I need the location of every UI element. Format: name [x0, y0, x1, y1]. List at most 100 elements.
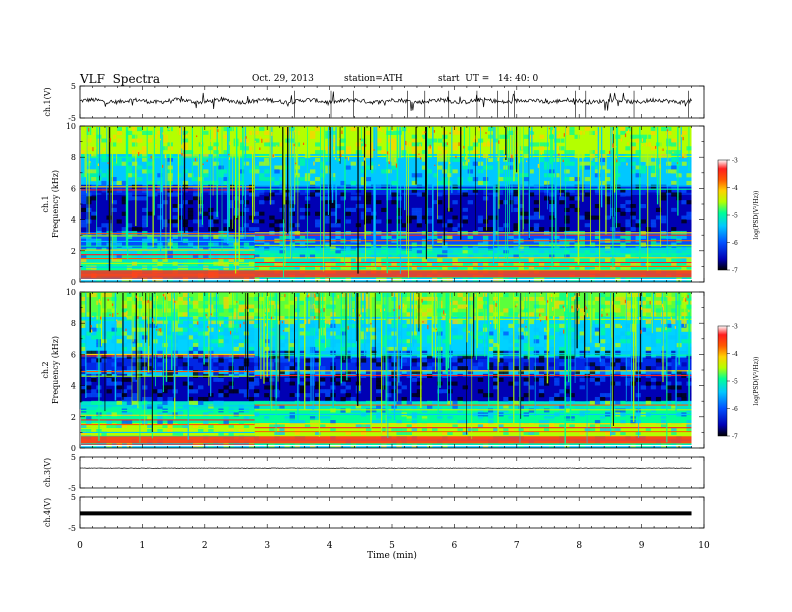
spec-cell — [345, 308, 351, 313]
spec-cell — [325, 431, 331, 436]
spec-cell — [248, 335, 255, 340]
spec-cell — [320, 366, 326, 371]
spec-cell — [81, 319, 87, 325]
date-label: Oct. 29, 2013 — [252, 74, 314, 84]
spec-cell — [218, 339, 224, 344]
spec-cell — [147, 427, 153, 432]
spec-cell — [167, 293, 173, 298]
spec-cell — [350, 358, 357, 363]
spec-cell — [599, 370, 606, 375]
spec-cell — [162, 200, 168, 205]
spec-cell — [91, 354, 97, 359]
spec-cell — [340, 180, 346, 186]
spec-cell — [523, 381, 530, 386]
spec-cell — [493, 404, 499, 409]
spec-cell — [223, 420, 229, 425]
spec-cell — [386, 200, 392, 205]
spec-cell — [365, 207, 372, 212]
spec-cell — [121, 211, 128, 216]
spec-cell — [681, 242, 687, 247]
spec-cell — [198, 400, 204, 405]
spec-cell — [549, 370, 555, 375]
spec-cell — [391, 423, 397, 429]
spec-cell — [630, 184, 636, 189]
spec-cell — [406, 219, 412, 224]
spec-speckle — [383, 308, 386, 311]
spec-cell — [477, 261, 484, 266]
spec-cell — [238, 150, 245, 155]
spec-cell — [304, 358, 311, 363]
spec-cell — [116, 400, 123, 405]
spec-cell — [640, 157, 647, 162]
spec-cell — [345, 408, 351, 413]
spec-cell — [538, 227, 545, 232]
spec-speckle — [539, 293, 542, 296]
spec-cell — [228, 327, 234, 332]
spec-cell — [625, 227, 631, 232]
spec-cell — [289, 420, 295, 425]
spec-cell — [126, 246, 133, 251]
spec-cell — [620, 316, 626, 321]
spec-cell — [447, 219, 453, 224]
spec-cell — [147, 211, 153, 216]
spec-cell — [264, 204, 270, 209]
spec-cell — [248, 316, 255, 321]
spec-cell — [437, 196, 443, 201]
spec-cell — [610, 312, 616, 317]
spec-cell — [101, 180, 107, 186]
spec-cell — [86, 381, 92, 386]
spec-cell — [610, 427, 616, 432]
spec-cell — [355, 293, 362, 298]
spec-cell — [666, 293, 672, 298]
spec-cell — [152, 423, 158, 429]
spec-cell — [136, 138, 143, 143]
spec-cell — [493, 385, 499, 390]
spec-cell — [299, 293, 306, 298]
spec-cell — [671, 335, 677, 340]
spec-cell — [411, 127, 418, 132]
spec-cell — [513, 354, 519, 359]
spec-cell — [666, 362, 672, 367]
spec-cell — [579, 396, 585, 402]
spec-speckle — [378, 164, 380, 166]
spec-cell — [498, 423, 504, 429]
spec-cell — [426, 323, 433, 328]
spec-cell — [96, 188, 102, 193]
spec-cell — [350, 250, 357, 255]
spec-cell — [645, 142, 652, 147]
spec-cell — [96, 173, 102, 178]
spec-cell — [666, 327, 672, 332]
spec-cell — [605, 423, 611, 429]
spec-cell — [335, 319, 341, 325]
spec-cell — [660, 157, 667, 162]
spec-cell — [177, 319, 184, 325]
spec-cell — [625, 215, 631, 220]
spec-cell — [564, 242, 570, 247]
spec-speckle — [293, 143, 295, 147]
spec-cell — [269, 254, 275, 259]
spec-cell — [574, 130, 580, 135]
spec-cell — [401, 346, 407, 352]
spec-cell — [386, 130, 392, 135]
spec-cell — [81, 308, 87, 313]
spec-cell — [482, 296, 489, 301]
spec-cell — [259, 335, 265, 340]
spec-cell — [640, 327, 647, 332]
spec-cell — [86, 385, 92, 390]
spec-cell — [615, 196, 621, 201]
spec-cell — [274, 188, 280, 193]
spec-cell — [452, 354, 458, 359]
spec-cell — [681, 423, 687, 429]
spec-speckle — [109, 138, 111, 143]
spec-cell — [396, 254, 402, 259]
spec-cell — [635, 134, 641, 139]
spec-cell — [106, 377, 112, 382]
spec-cell — [238, 354, 245, 359]
spec-cell — [452, 184, 458, 189]
spec-cell — [365, 150, 372, 155]
spec-cell — [365, 416, 372, 421]
spec-cell — [376, 138, 382, 143]
spec-cell — [681, 312, 687, 317]
spec-speckle — [627, 142, 629, 146]
spec-cell — [569, 211, 575, 216]
